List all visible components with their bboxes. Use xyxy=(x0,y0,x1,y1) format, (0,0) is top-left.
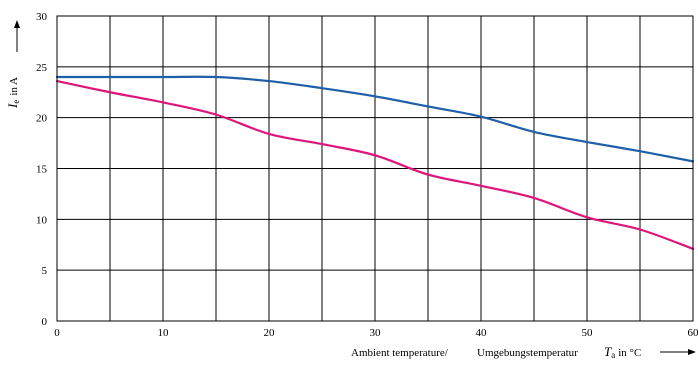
x-axis-label-en: Ambient temperature/ xyxy=(351,347,449,359)
x-tick-label-20: 20 xyxy=(264,327,276,339)
x-axis-symbol: T xyxy=(604,344,612,359)
plot-frame xyxy=(56,15,694,322)
x-tick-label-0: 0 xyxy=(54,327,60,339)
y-tick-label-10: 10 xyxy=(36,214,48,226)
x-tick-label-30: 30 xyxy=(370,327,382,339)
series-group xyxy=(55,75,695,250)
y-tick-label-20: 20 xyxy=(36,113,48,125)
y-axis-unit: in A xyxy=(8,77,20,96)
x-tick-label-10: 10 xyxy=(158,327,170,339)
x-tick-label-40: 40 xyxy=(476,327,488,339)
y-tick-label-25: 25 xyxy=(36,62,48,74)
x-axis-arrow xyxy=(660,349,696,355)
tick-labels: 0 10 20 30 40 50 60 0 5 10 15 20 25 30 xyxy=(36,11,698,339)
y-tick-label-5: 5 xyxy=(42,265,48,277)
y-axis-arrow xyxy=(14,20,20,52)
y-tick-label-30: 30 xyxy=(36,11,48,23)
series-line-1 xyxy=(55,75,695,163)
grid xyxy=(57,16,693,321)
y-tick-label-0: 0 xyxy=(42,316,48,328)
y-tick-label-15: 15 xyxy=(36,164,48,176)
x-axis-unit: in °C xyxy=(618,347,641,359)
y-axis-subscript: e xyxy=(11,100,21,104)
x-axis-symbol-label: Ta in °C xyxy=(604,344,641,360)
series-line-2 xyxy=(55,79,695,250)
y-axis-symbol: I xyxy=(5,103,20,109)
x-axis-label-de: Umgebungstemperatur xyxy=(477,347,578,359)
x-tick-label-60: 60 xyxy=(688,327,698,339)
svg-text:Iein A: Ie in A xyxy=(5,77,21,109)
y-axis-label: Ie in A xyxy=(5,77,21,109)
x-tick-label-50: 50 xyxy=(582,327,594,339)
x-axis-subscript: a xyxy=(611,350,615,360)
